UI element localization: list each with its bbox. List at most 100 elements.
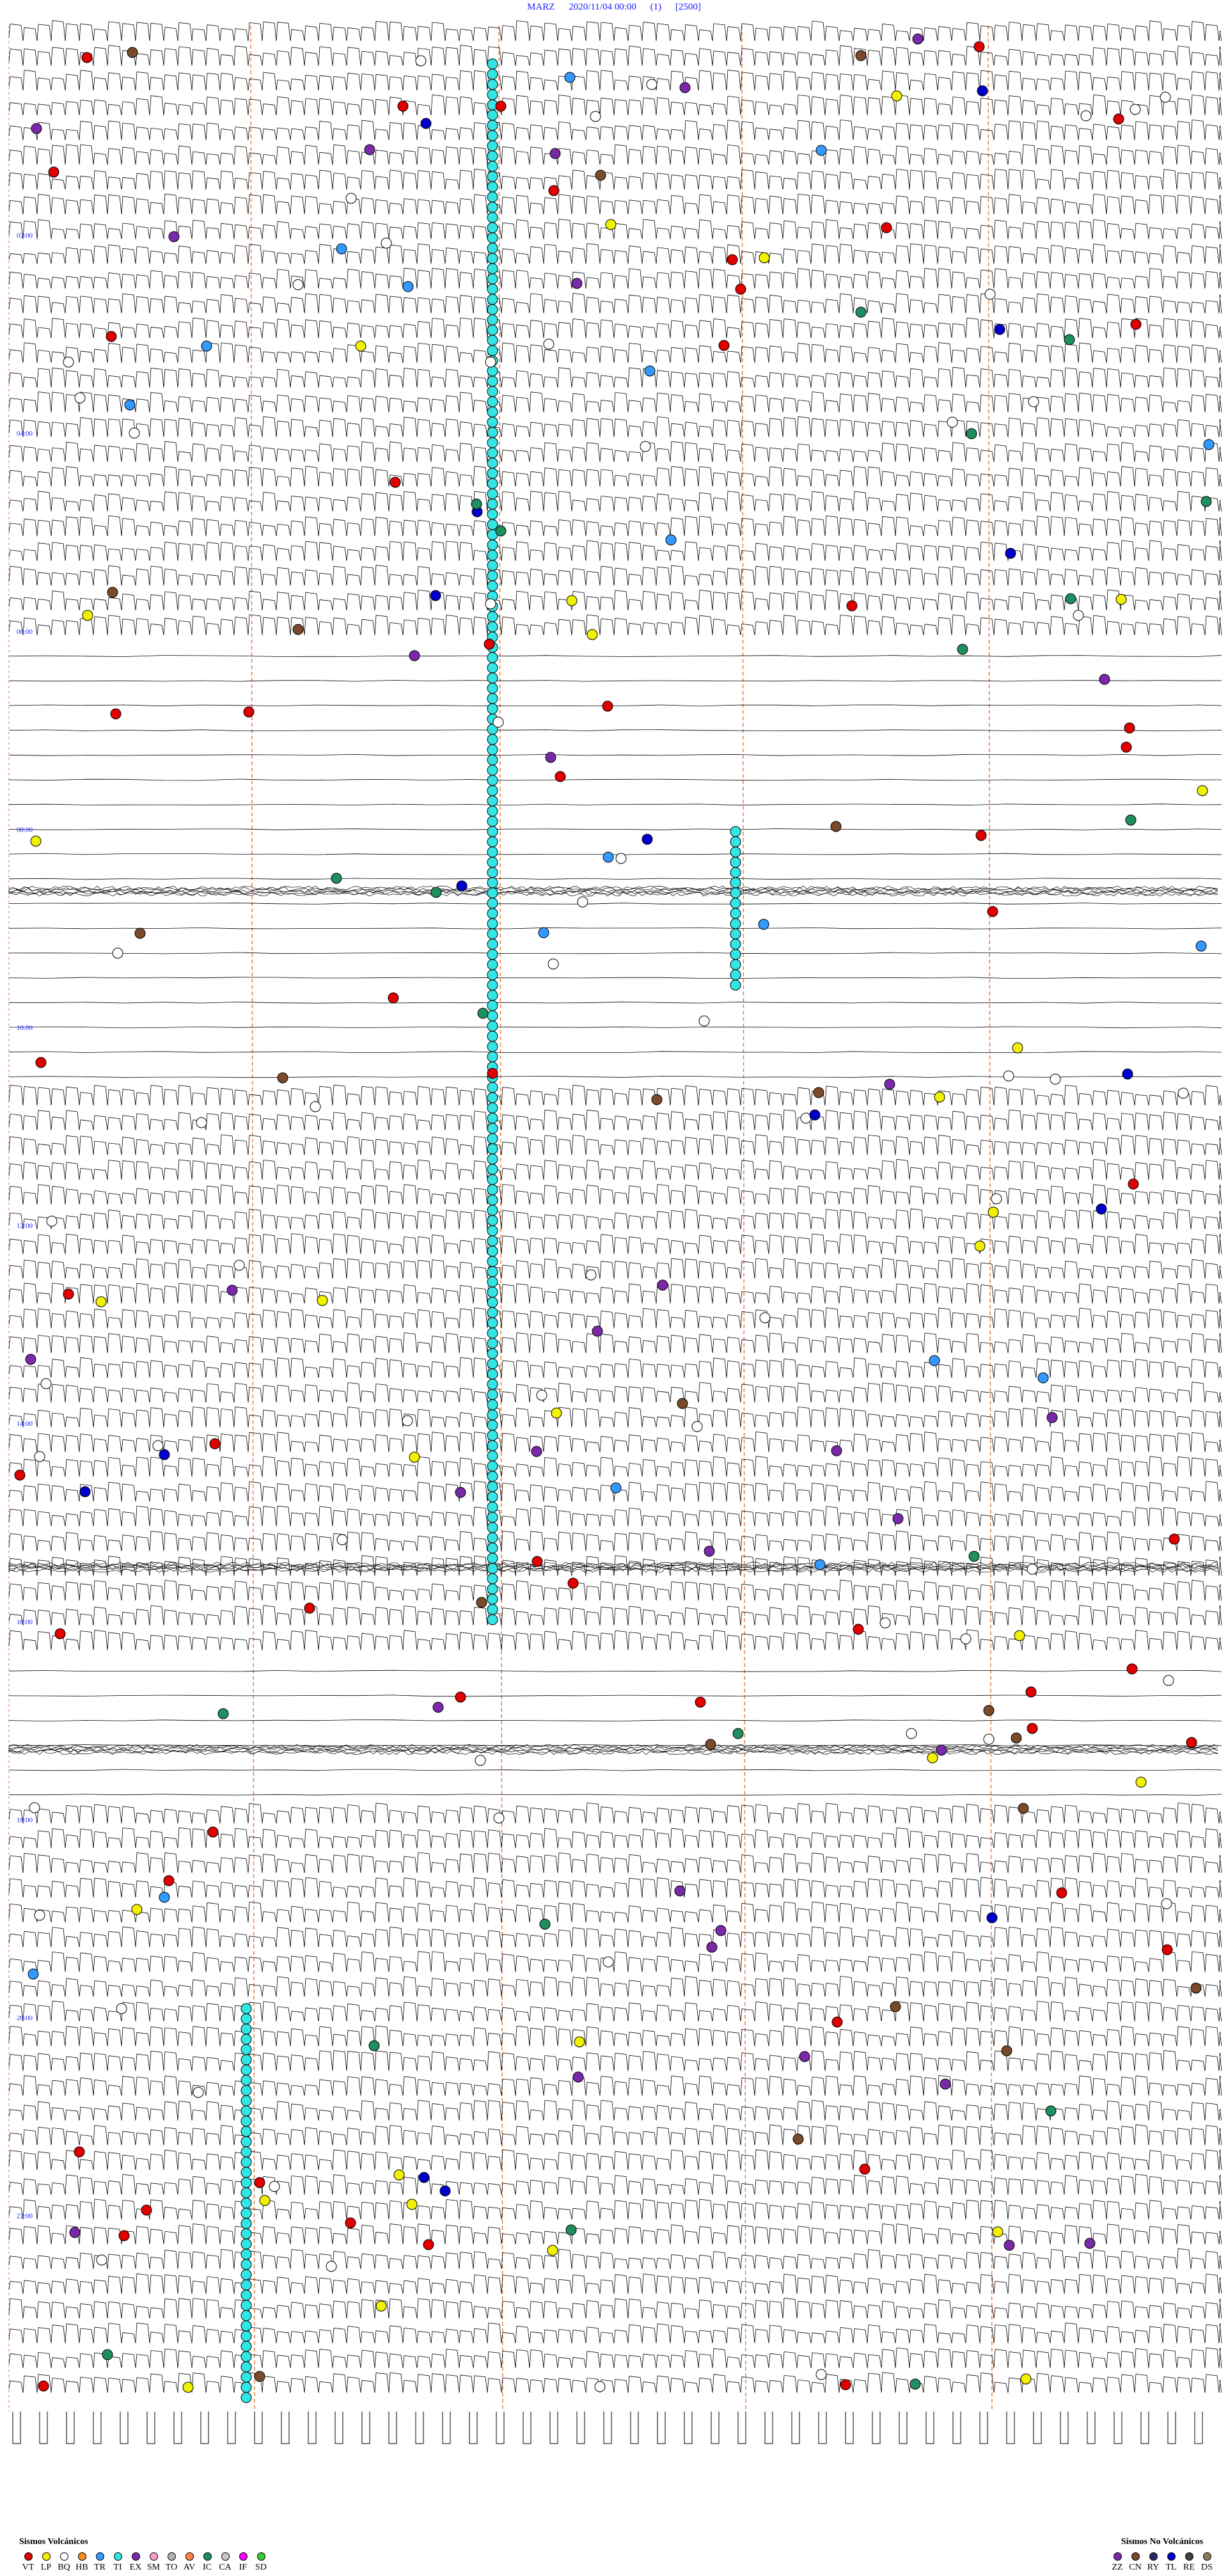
event-marker-ti xyxy=(487,263,498,274)
event-marker-tl xyxy=(439,2185,451,2197)
event-marker-ti xyxy=(487,1051,498,1063)
event-marker-ti xyxy=(487,877,498,889)
event-marker-vt xyxy=(881,222,892,233)
event-marker-ti xyxy=(487,795,498,807)
event-marker-ti xyxy=(487,744,498,755)
event-marker-lp xyxy=(30,835,42,847)
bq-color-dot xyxy=(59,2552,68,2561)
event-marker-vt xyxy=(1027,1723,1038,1734)
event-marker-tr xyxy=(665,534,677,546)
event-marker-bq xyxy=(269,2181,280,2192)
event-marker-ex xyxy=(657,1279,668,1291)
bottom-tick xyxy=(952,2412,961,2444)
chart-header: MARZ 2020/11/04 00:00 (1) [2500] xyxy=(0,0,1228,15)
event-marker-ti xyxy=(487,109,498,121)
event-marker-cn xyxy=(1190,1982,1202,1994)
event-marker-ti xyxy=(487,1000,498,1011)
event-marker-lp xyxy=(393,2169,405,2181)
bottom-tick xyxy=(657,2412,666,2444)
event-marker-bq xyxy=(590,111,601,122)
event-marker-ic xyxy=(430,887,442,898)
trace-row xyxy=(8,614,1222,635)
ex-code-label: EX xyxy=(129,2563,142,2572)
event-marker-ti xyxy=(487,1471,498,1482)
legend-volc-av: AV xyxy=(180,2552,198,2573)
event-marker-tl xyxy=(1096,1203,1107,1215)
event-marker-bq xyxy=(233,1260,245,1271)
event-marker-ex xyxy=(168,231,180,242)
event-marker-bq xyxy=(1073,610,1084,621)
bottom-tick xyxy=(39,2412,48,2444)
event-marker-vt xyxy=(987,906,998,917)
event-marker-ti xyxy=(487,662,498,674)
legend-volcanic-title: Sismos Volcánicos xyxy=(19,2537,88,2547)
event-marker-ti xyxy=(487,171,498,182)
trace-row xyxy=(8,828,1222,830)
event-marker-cn xyxy=(651,1094,663,1105)
guide-line-2 xyxy=(498,25,503,2412)
event-marker-ti xyxy=(487,150,498,162)
event-marker-ti xyxy=(487,1245,498,1257)
legend-nonvolc-zz: ZZ xyxy=(1108,2552,1126,2573)
event-marker-vt xyxy=(846,600,858,612)
event-marker-ti xyxy=(487,990,498,1001)
event-marker-tr xyxy=(564,72,576,83)
event-marker-cn xyxy=(254,2371,265,2382)
event-marker-ti xyxy=(487,457,498,469)
event-marker-ic xyxy=(1125,814,1137,826)
event-marker-ex xyxy=(1099,674,1110,685)
event-marker-bq xyxy=(29,1802,40,1813)
bottom-tick xyxy=(1033,2412,1042,2444)
noise-band-1 xyxy=(8,887,1218,892)
event-marker-ti xyxy=(487,294,498,305)
event-marker-bq xyxy=(1161,1898,1172,1909)
event-marker-bq xyxy=(485,598,496,610)
event-marker-ti xyxy=(487,560,498,571)
event-marker-ex xyxy=(545,752,556,763)
trace-row xyxy=(8,1530,1222,1551)
event-marker-ic xyxy=(102,2349,113,2360)
trace-row xyxy=(8,367,1222,388)
event-marker-tl xyxy=(159,1449,170,1460)
re-code-label: RE xyxy=(1183,2563,1195,2572)
trace-row xyxy=(8,1877,1222,1898)
event-marker-ti xyxy=(240,2187,252,2199)
bottom-tick xyxy=(469,2412,478,2444)
if-color-dot xyxy=(239,2552,248,2561)
event-marker-lp xyxy=(406,2199,418,2210)
event-marker-vt xyxy=(853,1624,864,1635)
ic-color-dot xyxy=(203,2552,212,2561)
event-marker-ti xyxy=(487,908,498,919)
event-marker-vt xyxy=(455,1691,466,1703)
event-marker-lp xyxy=(1135,1776,1147,1788)
event-marker-bq xyxy=(984,288,996,300)
bottom-tick xyxy=(764,2412,773,2444)
legend-nonvolc-tl: TL xyxy=(1162,2552,1180,2573)
bottom-tick xyxy=(415,2412,424,2444)
event-marker-bq xyxy=(96,2254,107,2266)
hour-label: 04:00 xyxy=(17,430,33,438)
bottom-tick xyxy=(603,2412,612,2444)
event-marker-ti xyxy=(240,2115,252,2127)
event-marker-lp xyxy=(355,340,366,352)
event-marker-ti xyxy=(487,1481,498,1492)
event-marker-ti xyxy=(730,969,741,981)
event-marker-bq xyxy=(129,427,140,439)
event-marker-ti xyxy=(487,1133,498,1144)
event-marker-vt xyxy=(397,100,409,112)
event-marker-ti xyxy=(487,1174,498,1185)
bq-code-label: BQ xyxy=(58,2563,70,2572)
av-code-label: AV xyxy=(183,2563,196,2572)
hour-label: 16:00 xyxy=(17,1618,33,1626)
event-marker-bq xyxy=(485,356,496,368)
event-marker-bq xyxy=(196,1117,207,1128)
event-marker-bq xyxy=(1028,396,1039,407)
event-marker-vt xyxy=(254,2177,265,2188)
event-marker-bq xyxy=(815,2369,827,2380)
event-marker-ti xyxy=(487,201,498,213)
event-marker-bq xyxy=(947,416,958,428)
event-marker-ti xyxy=(487,1409,498,1421)
trace-row xyxy=(8,1051,1222,1054)
legend-volcanic: Sismos Volcánicos VT LP BQ HB TR TI EX SM TO AV IC… xyxy=(19,2537,270,2573)
event-marker-ti xyxy=(487,283,498,295)
